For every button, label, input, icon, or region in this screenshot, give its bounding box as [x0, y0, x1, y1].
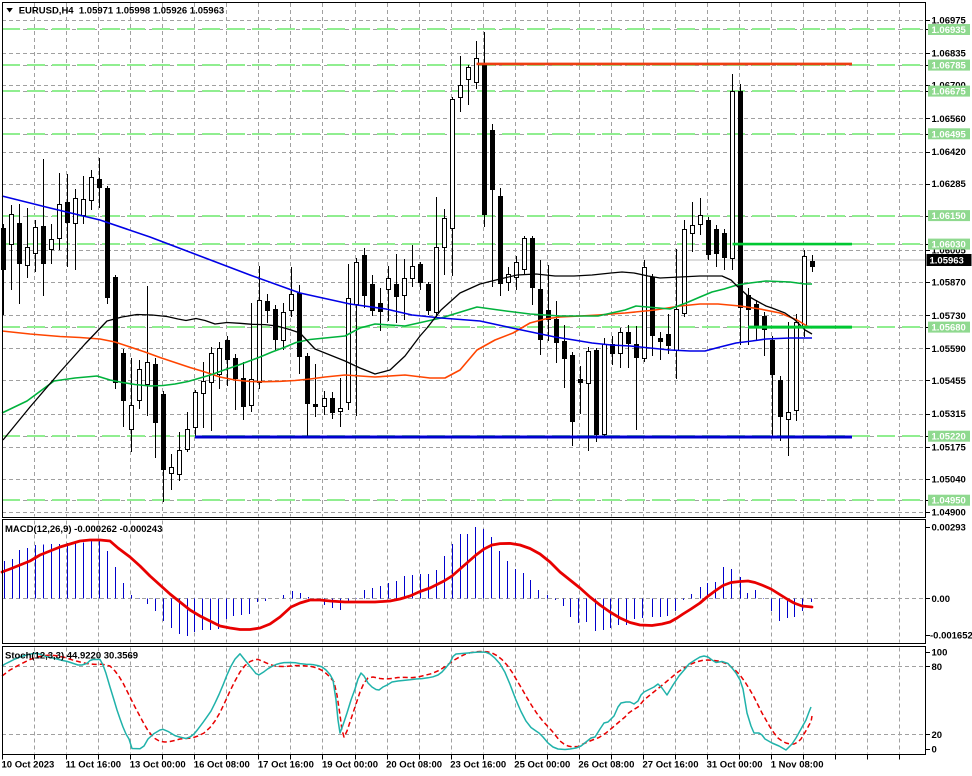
svg-text:1.06975: 1.06975: [932, 16, 967, 27]
svg-text:13 Oct 00:00: 13 Oct 00:00: [130, 760, 186, 771]
svg-text:17 Oct 16:00: 17 Oct 16:00: [258, 760, 314, 771]
svg-text:16 Oct 08:00: 16 Oct 08:00: [194, 760, 250, 771]
svg-text:80: 80: [932, 662, 943, 673]
svg-text:1.06935: 1.06935: [932, 25, 967, 36]
svg-text:1.06285: 1.06285: [932, 179, 967, 190]
svg-text:1.05220: 1.05220: [932, 432, 966, 443]
svg-text:27 Oct 16:00: 27 Oct 16:00: [643, 760, 699, 771]
svg-text:1 Nov 08:00: 1 Nov 08:00: [771, 760, 824, 771]
svg-text:1.05730: 1.05730: [932, 311, 966, 322]
svg-text:1.05963: 1.05963: [930, 256, 964, 267]
svg-text:-0.001652: -0.001652: [930, 631, 972, 642]
svg-text:11 Oct 16:00: 11 Oct 16:00: [66, 760, 121, 771]
svg-text:1.04900: 1.04900: [932, 508, 966, 519]
svg-text:Stoch(12,3,3) 44.9220 30.3569: Stoch(12,3,3) 44.9220 30.3569: [5, 651, 138, 662]
svg-text:1.04950: 1.04950: [932, 496, 966, 507]
svg-text:0.00293: 0.00293: [932, 523, 966, 534]
svg-text:31 Oct 00:00: 31 Oct 00:00: [707, 760, 763, 771]
svg-text:26 Oct 08:00: 26 Oct 08:00: [578, 760, 634, 771]
svg-text:1.06420: 1.06420: [932, 147, 966, 158]
svg-text:1.05590: 1.05590: [932, 344, 966, 355]
svg-text:1.06005: 1.06005: [932, 246, 967, 257]
svg-text:20: 20: [932, 730, 943, 741]
svg-text:1.06675: 1.06675: [932, 87, 967, 98]
svg-text:1.05040: 1.05040: [932, 474, 966, 485]
svg-text:25 Oct 00:00: 25 Oct 00:00: [514, 760, 570, 771]
svg-text:0.00: 0.00: [932, 594, 951, 605]
svg-text:1.05870: 1.05870: [932, 278, 966, 289]
svg-text:1.05175: 1.05175: [932, 442, 967, 453]
svg-text:20 Oct 08:00: 20 Oct 08:00: [386, 760, 442, 771]
svg-text:1.06495: 1.06495: [932, 129, 967, 140]
svg-text:1.06785: 1.06785: [932, 61, 967, 72]
svg-text:1.05455: 1.05455: [932, 376, 967, 387]
svg-text:100: 100: [932, 648, 948, 659]
svg-text:1.06030: 1.06030: [932, 240, 966, 251]
svg-text:MACD(12,26,9) -0.000262 -0.000: MACD(12,26,9) -0.000262 -0.000243: [5, 524, 162, 535]
svg-text:0: 0: [932, 745, 937, 756]
svg-text:EURUSD,H4 1.05971 1.05998 1.0: EURUSD,H4 1.05971 1.05998 1.05926 1.0596…: [19, 6, 224, 17]
svg-text:19 Oct 00:00: 19 Oct 00:00: [322, 760, 378, 771]
svg-text:10 Oct 2023: 10 Oct 2023: [2, 760, 55, 771]
svg-text:1.05680: 1.05680: [932, 323, 966, 334]
svg-text:1.05315: 1.05315: [932, 409, 967, 420]
svg-text:1.06150: 1.06150: [932, 211, 966, 222]
svg-text:1.06560: 1.06560: [932, 114, 966, 125]
svg-text:1.06835: 1.06835: [932, 49, 967, 60]
svg-text:23 Oct 16:00: 23 Oct 16:00: [450, 760, 506, 771]
